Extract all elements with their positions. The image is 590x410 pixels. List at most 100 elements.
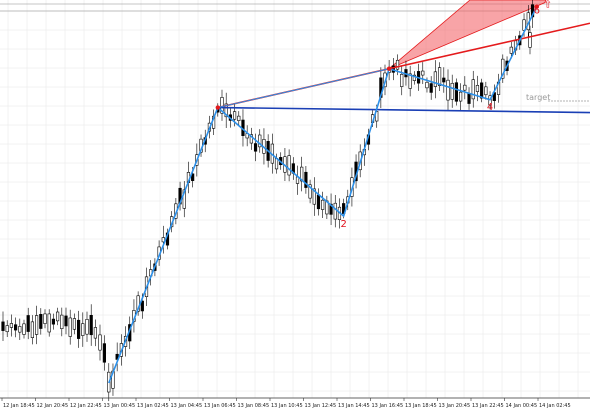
candle-body	[55, 311, 60, 322]
candle-body	[471, 79, 475, 100]
candle-body	[18, 326, 22, 333]
x-tick-label: 13 Jan 00:45	[104, 403, 136, 409]
x-tick-label: 13 Jan 02:45	[137, 403, 169, 409]
candle-body	[14, 324, 18, 331]
candle-body	[191, 173, 195, 181]
candle-body	[463, 84, 467, 91]
wave-point-marker	[386, 66, 392, 71]
wave-label-6: 6	[534, 6, 540, 17]
candle-body	[9, 323, 14, 328]
candle-body	[312, 188, 316, 205]
x-tick-label: 14 Jan 02:45	[539, 403, 571, 409]
candle-body	[85, 319, 89, 335]
candle-body	[232, 111, 237, 120]
target-arrow-icon: ⇧	[544, 0, 552, 11]
x-tick-label: 13 Jan 14:45	[338, 403, 370, 409]
candle-body	[98, 334, 102, 351]
x-tick-label: 13 Jan 10:45	[271, 403, 303, 409]
target-label: target	[526, 93, 550, 102]
candle-body	[220, 97, 224, 114]
candle-body	[459, 91, 463, 102]
candle-body	[446, 79, 450, 101]
wave-labels: 2 4 6 ⇧ target	[340, 0, 552, 230]
candle-body	[77, 319, 81, 339]
candle-body	[395, 59, 400, 70]
candle-body	[329, 203, 333, 215]
candle-body	[442, 77, 446, 83]
candle-body	[64, 315, 68, 327]
candle-body	[475, 85, 480, 92]
x-tick-label: 13 Jan 08:45	[238, 403, 270, 409]
x-tick-label: 13 Jan 06:45	[204, 403, 236, 409]
candle-body	[437, 67, 442, 86]
candle-body	[480, 82, 484, 99]
candle-body	[43, 313, 47, 324]
candle-body	[81, 323, 85, 336]
candle-body	[429, 83, 433, 93]
candle-body	[509, 46, 513, 54]
wave-point-marker	[534, 4, 539, 9]
candle-body	[60, 314, 64, 330]
x-axis: 12 Jan 18:45 12 Jan 20:45 12 Jan 22:45 13 J…	[0, 397, 590, 409]
wave-connector-1-3	[217, 68, 390, 109]
candle-body	[333, 202, 337, 220]
candle-body	[5, 325, 9, 333]
candle-body	[528, 32, 532, 48]
candle-body	[47, 313, 51, 333]
candle-body	[30, 321, 35, 338]
target-zone	[388, 0, 547, 70]
wave-label-2: 2	[340, 219, 346, 230]
candle-body	[400, 73, 404, 87]
x-tick-label: 13 Jan 12:45	[305, 403, 337, 409]
candle-body	[26, 315, 30, 332]
x-tick-label: 12 Jan 20:45	[37, 403, 69, 409]
x-tick-label: 13 Jan 18:45	[405, 403, 437, 409]
candle-body	[412, 74, 416, 81]
candle-body	[408, 73, 412, 89]
x-tick-label: 14 Jan 00:45	[506, 403, 538, 409]
candle-body	[287, 155, 291, 176]
candle-body	[253, 143, 258, 152]
candle-body	[249, 134, 253, 144]
wave-label-4: 4	[487, 102, 493, 113]
candle-body	[450, 82, 454, 100]
wave-zigzag	[108, 6, 538, 384]
candle-body	[39, 314, 43, 329]
wave-point-marker	[215, 105, 221, 110]
candle-body	[258, 134, 262, 148]
candle-body	[237, 115, 241, 121]
candle-body	[72, 318, 76, 330]
candle-body	[484, 86, 488, 96]
candle-body	[224, 103, 228, 118]
candle-body	[467, 93, 471, 104]
x-tick-label: 12 Jan 22:45	[70, 403, 102, 409]
candle-body	[316, 194, 321, 210]
wave-connector-3-4	[388, 68, 491, 101]
candle-body	[51, 318, 55, 325]
candle-body	[102, 343, 106, 363]
candle-body	[93, 327, 97, 339]
candle-body	[304, 171, 308, 188]
candle-body	[308, 184, 312, 199]
support-line	[217, 106, 590, 114]
x-tick-label: 13 Jan 16:45	[372, 403, 404, 409]
x-tick-label: 13 Jan 20:45	[439, 403, 471, 409]
candle-body	[22, 323, 26, 335]
candle-body	[140, 300, 144, 312]
candle-body	[433, 71, 437, 87]
candle-body	[161, 237, 165, 243]
candle-body	[182, 189, 186, 209]
candle-body	[1, 321, 5, 331]
candle-body	[454, 82, 459, 102]
candle-body	[425, 81, 429, 89]
candle-body	[34, 315, 39, 335]
x-tick-label: 13 Jan 04:45	[171, 403, 203, 409]
wave-lines	[108, 4, 539, 384]
candle-body	[501, 58, 505, 79]
target-zone-triangle	[388, 0, 547, 70]
candle-body	[300, 166, 304, 182]
candle-body	[68, 317, 72, 337]
x-tick-label: 12 Jan 18:45	[3, 403, 35, 409]
